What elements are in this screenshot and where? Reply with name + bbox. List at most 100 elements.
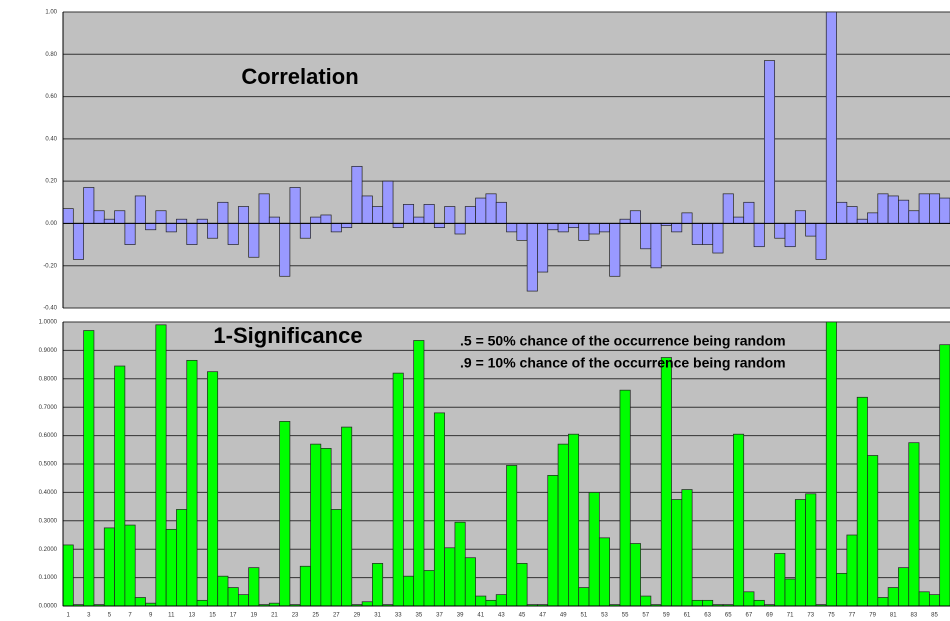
x-tick-label: 49 [560,613,567,619]
bar [454,521,466,607]
bar [237,206,250,224]
bar [887,195,899,224]
bar [392,372,404,607]
bar [753,599,765,607]
chart-title: Correlation [241,64,358,89]
bar [134,195,146,224]
x-tick-label: 67 [746,613,753,619]
bar [114,365,126,607]
bar [908,442,920,607]
bar [929,594,941,607]
bar [155,324,167,607]
bar [248,223,260,258]
bar [578,587,590,607]
x-tick-label: 27 [333,613,340,619]
bar [619,218,631,224]
bar [124,223,136,245]
bar [640,595,652,607]
bar [702,599,714,607]
bar [588,492,600,607]
bar [155,210,167,224]
bar [372,206,384,224]
bar [444,547,456,607]
bar [196,218,208,224]
x-tick-label: 75 [828,613,835,619]
x-tick-label: 9 [149,613,153,619]
x-tick-label: 65 [725,613,732,619]
bar [485,193,497,224]
bar [547,223,559,231]
bar [846,206,858,224]
x-tick-label: 7 [128,613,132,619]
bar [526,223,538,292]
bar [495,201,507,224]
bar [547,475,559,607]
bar [691,599,703,607]
x-tick-label: 17 [230,613,237,619]
y-tick-label: 0.5000 [39,462,58,468]
bar [743,201,755,224]
bar [825,321,837,607]
bar [403,204,415,224]
bar [62,208,74,224]
y-tick-label: 0.00 [45,221,57,227]
bar [103,218,115,224]
bar [186,223,198,245]
x-tick-label: 55 [622,613,629,619]
bar [867,455,879,607]
bar [475,197,487,224]
bar [72,223,84,260]
x-tick-label: 81 [890,613,897,619]
x-tick-label: 15 [209,613,216,619]
annotation: .5 = 50% chance of the occurrence being … [460,333,786,349]
bar [650,223,662,269]
x-tick-label: 39 [457,613,464,619]
bar [743,591,755,607]
bar [217,201,229,224]
bar [898,199,910,224]
bar [681,489,693,607]
y-tick-label: 0.1000 [39,575,58,581]
bar [495,594,507,607]
x-tick-label: 31 [374,613,381,619]
bar [537,223,549,273]
x-tick-label: 35 [415,613,422,619]
y-tick-label: 0.20 [45,179,57,185]
x-tick-label: 61 [684,613,691,619]
bar [825,11,837,224]
bar [114,210,126,224]
bar [330,223,342,233]
x-tick-label: 73 [807,613,814,619]
bar [93,210,105,224]
bar [681,212,693,224]
x-tick-label: 29 [354,613,361,619]
bar [268,216,280,224]
x-tick-label: 1 [66,613,70,619]
x-tick-label: 11 [168,613,175,619]
x-tick-label: 51 [581,613,588,619]
bar [784,578,796,607]
bar [733,216,745,224]
bar [103,527,115,607]
bar [557,443,569,607]
bar [464,557,476,607]
chart-title: 1-Significance [213,323,362,348]
bar [877,193,889,224]
bar [258,193,270,224]
bar [568,433,580,607]
bar [289,187,301,224]
bar [62,544,74,607]
bar [330,509,342,607]
bar [588,223,600,235]
bar [310,216,322,224]
x-tick-label: 33 [395,613,402,619]
bar [794,499,806,607]
bar [846,534,858,607]
bar [227,587,239,607]
bar [361,195,373,224]
bar [454,223,466,235]
bar [320,448,332,607]
bar [629,210,641,224]
bar [836,201,848,224]
x-tick-label: 37 [436,613,443,619]
